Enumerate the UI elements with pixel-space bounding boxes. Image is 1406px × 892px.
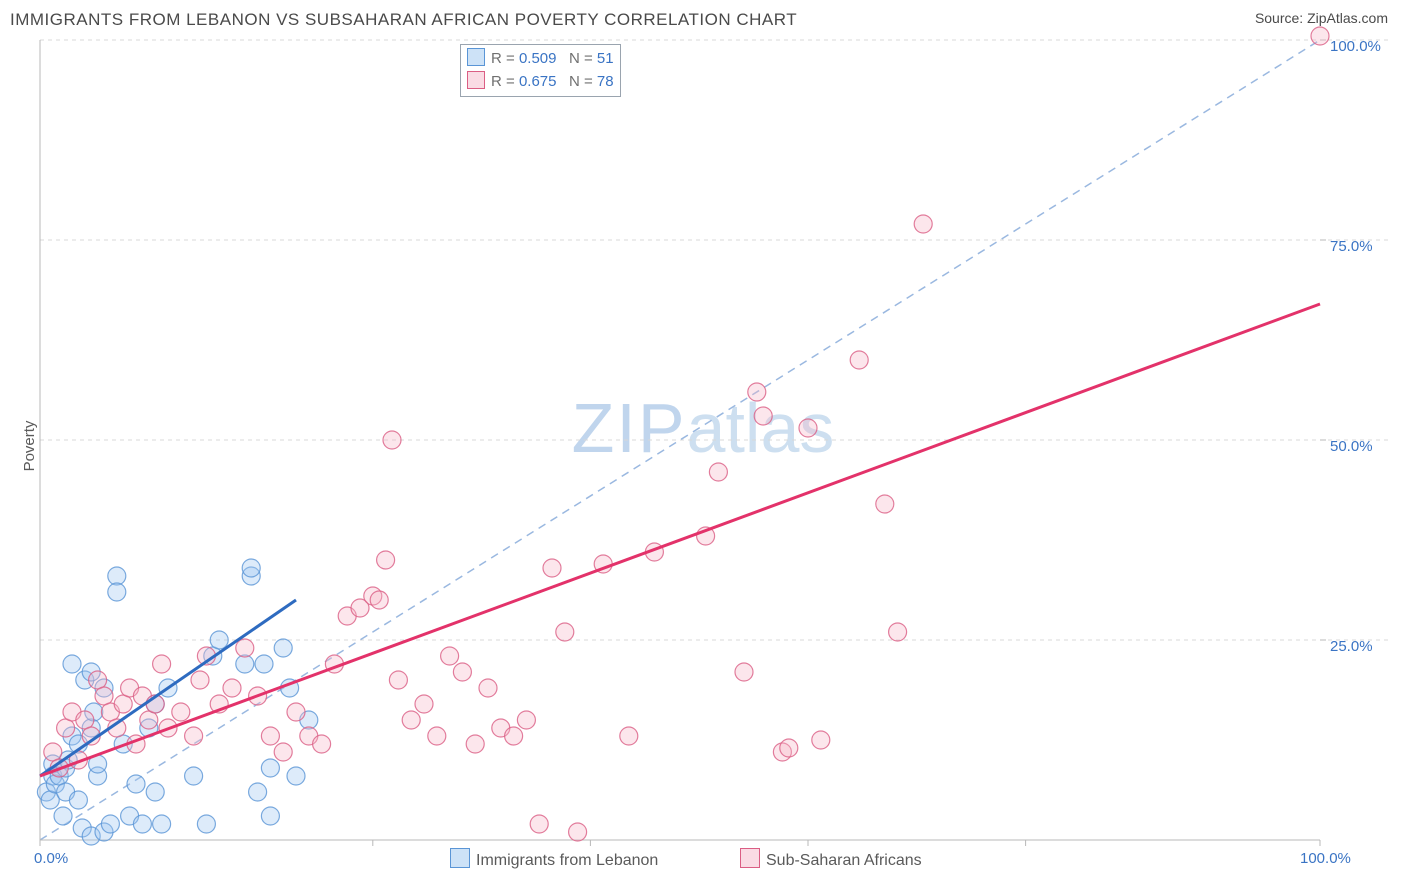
stat-n-value: 78: [597, 73, 614, 90]
legend-swatch: [450, 848, 470, 868]
stat-n-value: 51: [597, 50, 614, 67]
stat-r-value: 0.509: [519, 50, 557, 67]
stat-r-value: 0.675: [519, 73, 557, 90]
stat-box: R = 0.509 N = 51R = 0.675 N = 78: [460, 44, 621, 97]
stat-n-label: N =: [556, 73, 596, 90]
legend-item: Sub-Saharan Africans: [740, 848, 922, 870]
x-tick-label: 0.0%: [34, 850, 68, 867]
stat-row: R = 0.509 N = 51: [467, 48, 614, 71]
legend-label: Sub-Saharan Africans: [766, 852, 922, 869]
legend-swatch: [740, 848, 760, 868]
stat-n-label: N =: [556, 50, 596, 67]
stat-r-label: R =: [491, 50, 519, 67]
y-tick-label: 100.0%: [1330, 38, 1381, 55]
stat-r-label: R =: [491, 73, 519, 90]
y-tick-label: 50.0%: [1330, 438, 1373, 455]
stat-swatch: [467, 48, 485, 66]
stat-swatch: [467, 71, 485, 89]
x-tick-label: 100.0%: [1300, 850, 1351, 867]
scatter-chart: [0, 0, 1406, 892]
legend-label: Immigrants from Lebanon: [476, 852, 658, 869]
y-tick-label: 75.0%: [1330, 238, 1373, 255]
legend-item: Immigrants from Lebanon: [450, 848, 658, 870]
y-tick-label: 25.0%: [1330, 638, 1373, 655]
stat-row: R = 0.675 N = 78: [467, 71, 614, 94]
